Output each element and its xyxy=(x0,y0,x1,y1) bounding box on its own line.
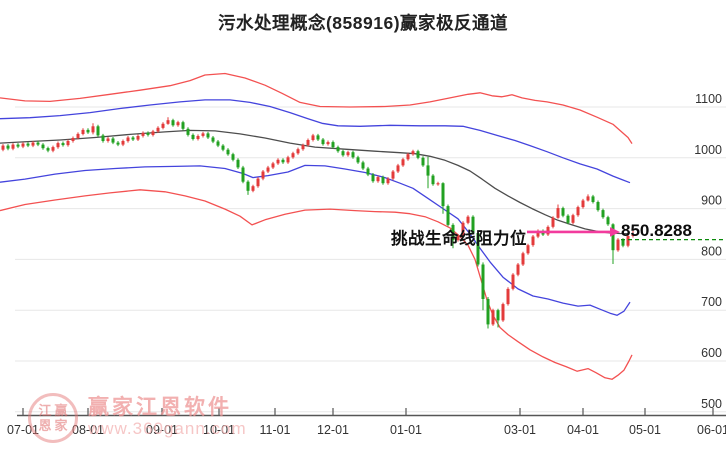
svg-text:03-01: 03-01 xyxy=(504,423,536,437)
watermark-url-text: www.360gann.com xyxy=(88,419,247,438)
svg-text:06-01: 06-01 xyxy=(697,423,726,437)
seal-char: 赢 xyxy=(54,403,68,418)
svg-text:12-01: 12-01 xyxy=(317,423,349,437)
svg-text:800: 800 xyxy=(701,244,722,258)
svg-text:10-01: 10-01 xyxy=(203,423,235,437)
svg-text:500: 500 xyxy=(701,397,722,411)
annotation-resistance-text: 挑战生命线阻力位 xyxy=(391,230,527,248)
watermark-brand-text: 赢家江恩软件 xyxy=(88,396,232,419)
svg-text:04-01: 04-01 xyxy=(567,423,599,437)
svg-text:600: 600 xyxy=(701,346,722,360)
chart-title: 污水处理概念(858916)赢家极反通道 xyxy=(217,13,509,33)
svg-text:11-01: 11-01 xyxy=(259,423,290,437)
svg-text:1000: 1000 xyxy=(694,143,722,157)
svg-text:09-01: 09-01 xyxy=(146,423,178,437)
seal-char: 家 xyxy=(54,418,68,433)
seal-char: 江 xyxy=(38,403,52,418)
svg-text:900: 900 xyxy=(701,194,722,208)
price-label: 850.8288 xyxy=(621,221,692,240)
svg-text:700: 700 xyxy=(701,295,722,309)
seal-char: 恩 xyxy=(38,418,52,433)
svg-text:1100: 1100 xyxy=(695,92,722,106)
svg-text:01-01: 01-01 xyxy=(390,423,422,437)
watermark-seal-logo: 江 赢 恩 家 xyxy=(28,393,78,443)
svg-text:05-01: 05-01 xyxy=(629,423,661,437)
svg-text:08-01: 08-01 xyxy=(72,423,104,437)
